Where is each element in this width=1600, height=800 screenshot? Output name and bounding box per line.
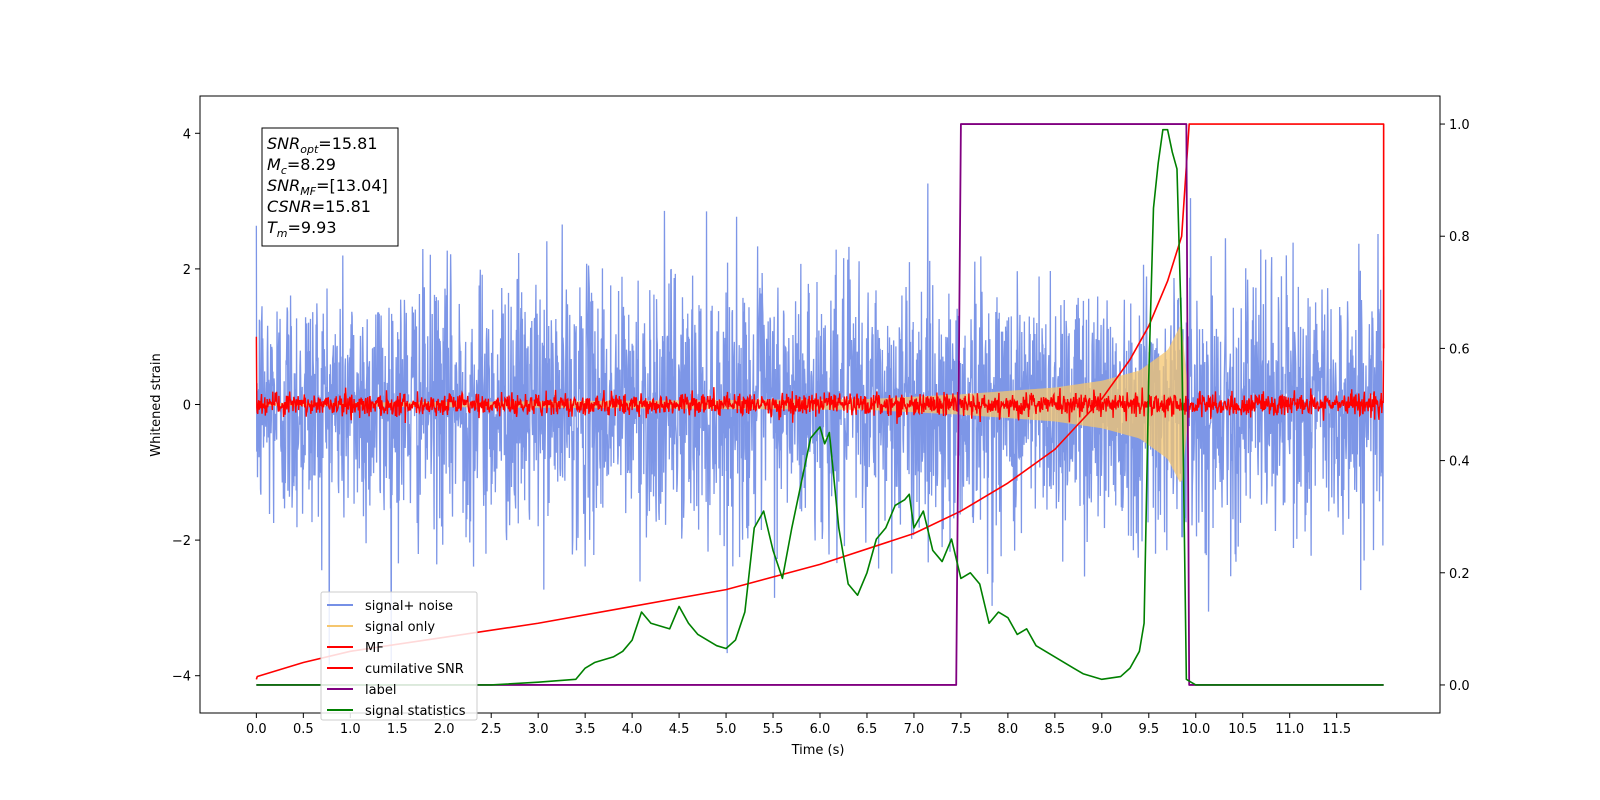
y2-tick-label: 0.0 [1449, 679, 1470, 694]
legend-frame [320, 591, 478, 721]
x-tick-label: 3.5 [575, 722, 596, 737]
series-signal-noise [255, 183, 1385, 675]
x-tick-label: 5.0 [716, 722, 737, 737]
x-tick-label: 4.5 [669, 722, 690, 737]
x-tick-label: 9.0 [1091, 722, 1112, 737]
x-tick-label: 1.5 [387, 722, 408, 737]
x-tick-label: 4.0 [622, 722, 643, 737]
annotation-line: Tm=9.93 [267, 218, 337, 240]
series-mf [255, 336, 1385, 424]
x-tick-label: 8.5 [1045, 722, 1066, 737]
x-tick-label: 11.5 [1322, 722, 1351, 737]
annotation-line: Mc=8.29 [267, 155, 336, 177]
series-signal-statistics [256, 128, 1384, 686]
y-axis-label: Whitened strain [149, 353, 164, 456]
legend-entry: signal statistics [365, 704, 466, 719]
y2-tick-label: 1.0 [1449, 118, 1470, 133]
x-tick-label: 7.0 [904, 722, 925, 737]
x-tick-label: 10.5 [1228, 722, 1257, 737]
annotation-frame [261, 127, 399, 247]
x-tick-label: 7.5 [951, 722, 972, 737]
y-tick-label: 4 [183, 127, 191, 142]
x-tick-label: 9.5 [1138, 722, 1159, 737]
legend-entry: MF [365, 641, 384, 656]
annotation-line: SNRopt=15.81 [267, 134, 378, 156]
legend-entry: cumilative SNR [365, 662, 464, 677]
x-tick-label: 6.5 [857, 722, 878, 737]
x-tick-label: 0.0 [246, 722, 267, 737]
x-tick-label: 2.5 [481, 722, 502, 737]
annotation-box: SNRopt=15.81Mc=8.29SNRMF=[13.04]CSNR=15.… [261, 127, 399, 247]
x-tick-label: 8.0 [998, 722, 1019, 737]
legend-entry: label [365, 683, 396, 698]
y-axis-right: 0.0 0.2 0.4 0.6 0.8 1.0 [1440, 118, 1470, 694]
annotation-line: CSNR=15.81 [267, 197, 371, 216]
x-tick-label: 0.5 [293, 722, 314, 737]
legend-entry: signal only [365, 620, 435, 635]
y-axis-left: −4 −2 0 2 4 [172, 127, 200, 685]
x-tick-label: 5.5 [763, 722, 784, 737]
x-axis-label: Time (s) [791, 743, 845, 758]
y2-tick-label: 0.8 [1449, 230, 1470, 245]
y-tick-label: 2 [183, 263, 191, 278]
x-tick-label: 10.0 [1181, 722, 1210, 737]
x-axis: 0.0 0.5 1.0 1.5 2.0 2.5 3.0 3.5 4.0 4.5 5.0 5.5 6.0 6… [246, 713, 1351, 737]
x-tick-label: 1.0 [340, 722, 361, 737]
x-tick-label: 3.0 [528, 722, 549, 737]
x-tick-label: 6.0 [810, 722, 831, 737]
x-tick-label: 11.0 [1275, 722, 1304, 737]
legend: signal+ noise signal only MF cumilative SNR… [320, 591, 478, 721]
x-tick-label: 2.0 [434, 722, 455, 737]
annotation-line: SNRMF=[13.04] [267, 176, 388, 198]
legend-entry: signal+ noise [365, 599, 453, 614]
y2-tick-label: 0.4 [1449, 455, 1470, 470]
y-tick-label: −2 [172, 534, 191, 549]
y2-tick-label: 0.6 [1449, 342, 1470, 357]
y-tick-label: 0 [183, 399, 191, 414]
y2-tick-label: 0.2 [1449, 567, 1470, 582]
y-tick-label: −4 [172, 670, 191, 685]
